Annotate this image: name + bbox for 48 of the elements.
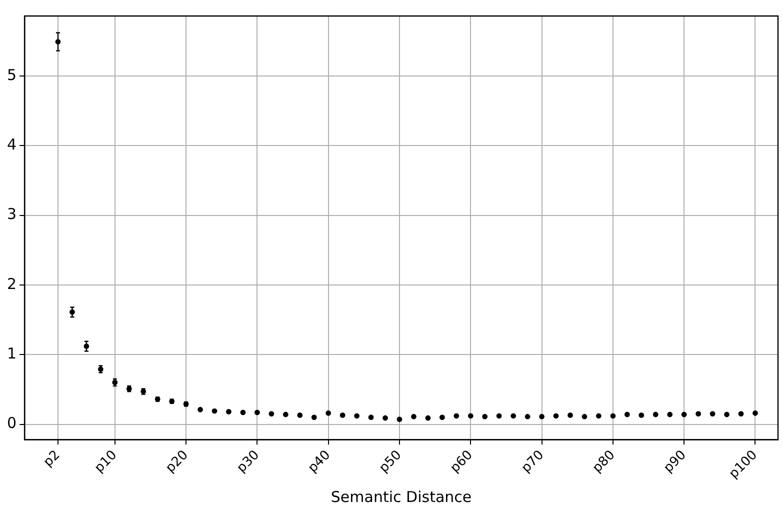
point [425,415,431,421]
point [326,410,332,416]
point [254,410,260,416]
y-tick-label: 3 [6,205,17,224]
point [524,414,530,420]
y-tick-label: 4 [6,135,17,154]
point [226,409,232,414]
point [652,412,658,418]
point [667,412,673,418]
point [454,413,460,419]
point [340,412,346,418]
point [240,410,246,416]
y-tick-label: 2 [6,274,17,293]
point [212,408,218,414]
point [681,412,687,418]
point [468,413,474,419]
point [738,411,744,417]
point [354,413,360,419]
point [368,414,374,420]
point [482,414,488,420]
point [568,412,573,418]
point [710,411,716,417]
point [752,410,758,416]
point [282,412,288,418]
point [696,411,702,417]
x-tick-label: p2 [40,448,64,470]
point [638,412,644,418]
point [724,412,730,418]
x-axis-title: Semantic Distance [330,488,472,506]
point [596,413,602,419]
point [496,413,502,419]
point [510,413,516,419]
point [198,406,203,412]
point [539,414,544,420]
point [610,413,616,419]
point [297,412,303,418]
y-tick-label: 5 [6,66,17,84]
y-tick-label: 1 [6,344,17,362]
point [382,415,388,421]
point [411,414,416,420]
point [553,413,559,419]
point [582,414,588,420]
point [311,414,317,420]
point [268,411,274,417]
point [439,414,445,420]
point [396,416,402,422]
point [624,412,630,418]
y-tick-label: 0 [6,414,17,432]
